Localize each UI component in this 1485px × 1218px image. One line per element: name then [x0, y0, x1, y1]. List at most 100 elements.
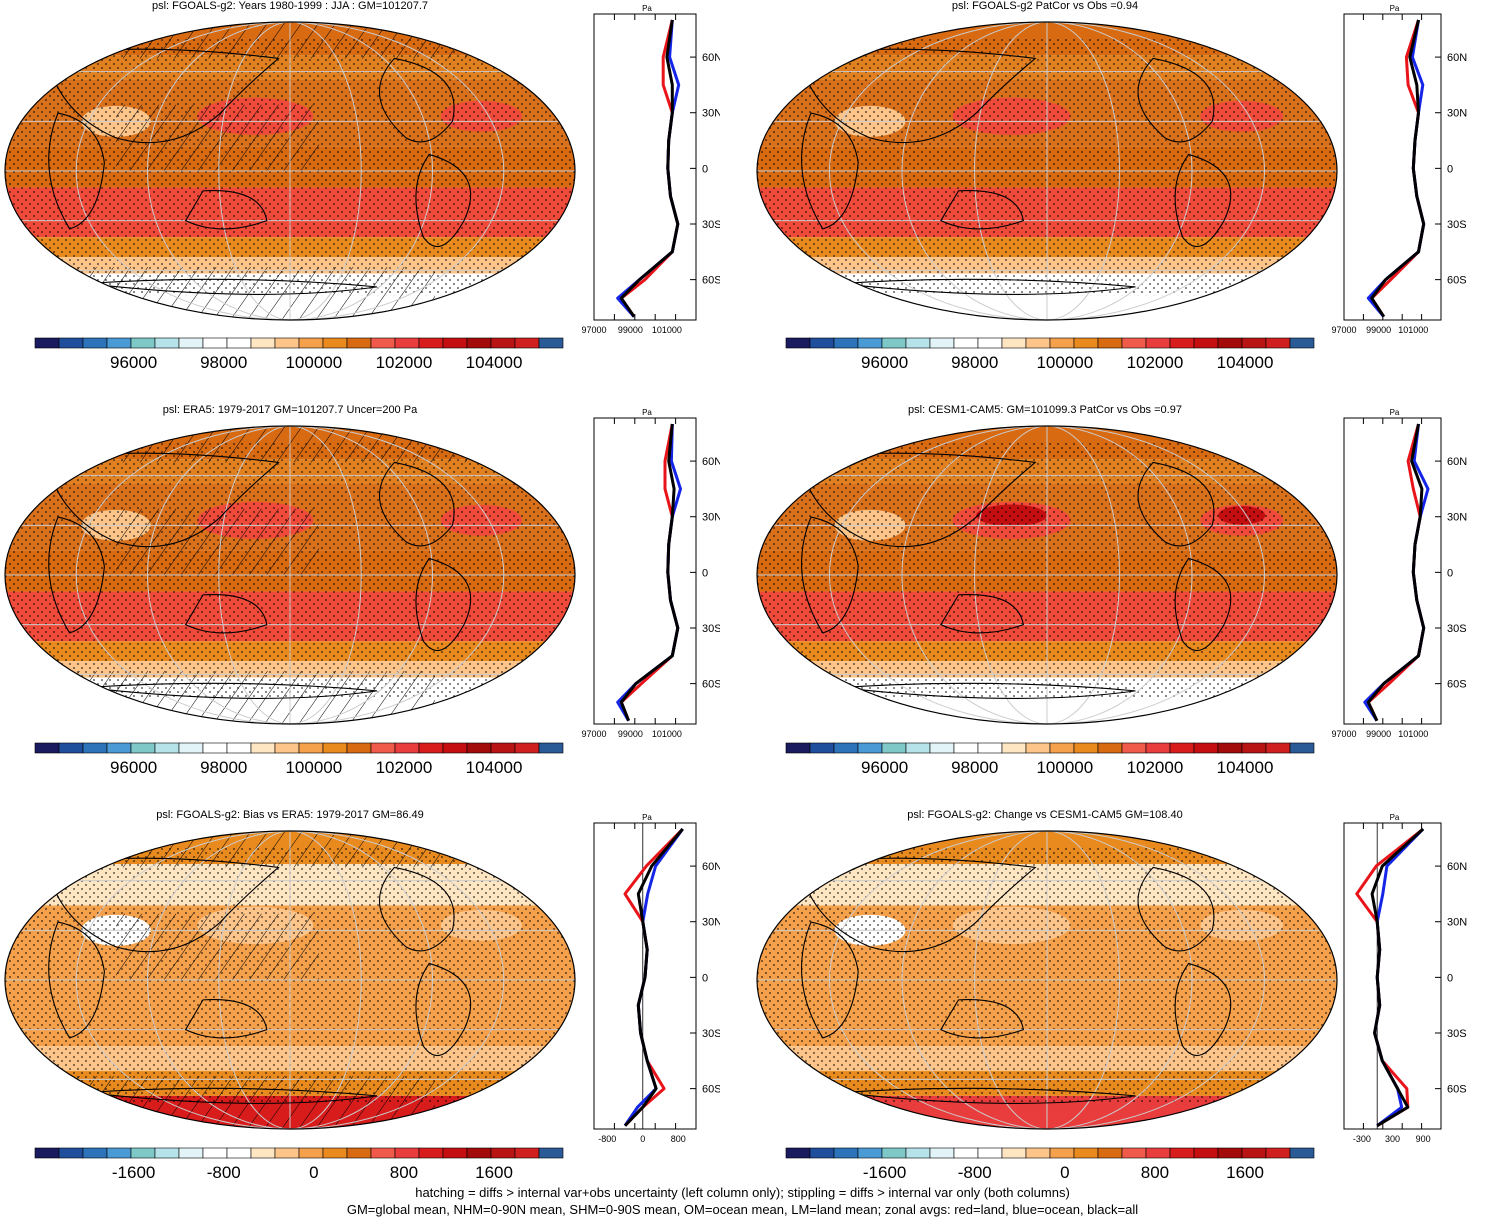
zonal-line-all — [1370, 19, 1426, 318]
graticule-lon — [289, 22, 362, 320]
map-border — [4, 830, 576, 1130]
colorbar-swatch — [1121, 337, 1147, 349]
colorbar-swatch — [1121, 742, 1147, 754]
zonal-x-label: 99000 — [1366, 729, 1391, 739]
zonal-x-label: 99000 — [618, 325, 643, 335]
colorbar-swatch — [929, 1147, 955, 1159]
zonal-lat-label: 30S — [702, 219, 720, 231]
colorbar-swatch — [977, 337, 1003, 349]
zonal-lat-label: 30N — [702, 108, 720, 120]
colorbar-swatch — [833, 742, 859, 754]
colorbar-swatch — [514, 1147, 540, 1159]
zonal-lat-label: 60N — [1447, 861, 1467, 873]
coastline — [801, 112, 859, 230]
colorbar-swatch — [857, 337, 883, 349]
zonal-profile-4: Pa 60N 30N 0 30S 60S 97000 99000 101000 — [1331, 408, 1467, 739]
panel-title-2: psl: FGOALS-g2 PatCor vs Obs =0.94 — [951, 0, 1139, 12]
colorbar-swatch — [418, 337, 444, 349]
zonal-unit-label: Pa — [1390, 813, 1400, 822]
colorbar-swatch — [1217, 742, 1243, 754]
graticule-lon — [829, 22, 1048, 320]
colorbar-swatch — [881, 337, 907, 349]
colorbar-swatch — [1049, 742, 1075, 754]
graticule-lon — [974, 22, 1048, 320]
colorbar-swatch — [178, 1147, 204, 1159]
graticule-lon — [75, 22, 291, 320]
colorbar-swatch — [833, 337, 859, 349]
colorbar-swatch — [1097, 1147, 1123, 1159]
graticule-lon — [289, 22, 505, 320]
map-border — [756, 830, 1338, 1130]
colorbar-swatch — [58, 1147, 84, 1159]
zonal-unit-label: Pa — [1390, 408, 1400, 417]
colorbar-swatch — [977, 1147, 1003, 1159]
zonal-frame — [593, 822, 697, 1130]
graticule-lon — [289, 831, 505, 1129]
colorbar-swatch — [274, 337, 300, 349]
colorbar-label: 800 — [390, 1163, 418, 1182]
colorbar-label: 98000 — [951, 353, 998, 372]
colorbar-swatch — [881, 742, 907, 754]
zonal-x-label: 97000 — [581, 729, 606, 739]
zonal-lat-label: 30N — [1447, 917, 1467, 929]
coastline — [45, 857, 280, 953]
colorbar-swatch — [881, 1147, 907, 1159]
graticule-lon — [75, 426, 291, 724]
zonal-lat-label: 30N — [702, 917, 720, 929]
graticule-lon — [1046, 426, 1193, 724]
graticule-lon — [829, 426, 1048, 724]
coastline — [1137, 461, 1215, 547]
graticule-lon — [1046, 426, 1120, 724]
colorbar-swatch — [1169, 1147, 1195, 1159]
colorbar-swatch — [130, 742, 156, 754]
graticule-lon — [901, 831, 1048, 1129]
colorbar-swatch — [370, 1147, 396, 1159]
colorbar-swatch — [226, 1147, 252, 1159]
colorbar-swatch — [250, 337, 276, 349]
zonal-line-all — [1366, 423, 1426, 722]
coastline — [184, 999, 268, 1039]
colorbar-swatch — [1193, 337, 1219, 349]
colorbar-swatch — [1217, 337, 1243, 349]
colorbar-swatch — [953, 742, 979, 754]
colorbar-swatch — [1025, 337, 1051, 349]
graticule-lon — [218, 426, 291, 724]
colorbar-label: 98000 — [200, 758, 247, 777]
coastline — [45, 48, 280, 144]
coastline — [940, 190, 1025, 230]
panel-title-4: psl: CESM1-CAM5: GM=101099.3 PatCor vs O… — [908, 404, 1182, 416]
colorbar-swatch — [490, 337, 516, 349]
colorbar-swatch — [490, 742, 516, 754]
colorbar-abs-2: 96000 98000 100000 102000 104000 — [785, 337, 1315, 372]
colorbar-label: 102000 — [1127, 758, 1184, 777]
zonal-line-land — [1355, 827, 1425, 1127]
zonal-unit-label: Pa — [642, 4, 652, 13]
colorbar-swatch — [1145, 1147, 1171, 1159]
zonal-frame — [593, 13, 697, 321]
zonal-line-all — [1370, 827, 1425, 1127]
panel-title-1: psl: FGOALS-g2: Years 1980-1999 : JJA : … — [151, 0, 429, 12]
colorbar-label: 100000 — [1036, 758, 1093, 777]
zonal-lat-label: 60S — [1447, 275, 1467, 287]
colorbar-label: 104000 — [466, 758, 523, 777]
zonal-frame — [1343, 417, 1442, 725]
colorbar-swatch — [953, 337, 979, 349]
colorbar-swatch — [34, 1147, 60, 1159]
colorbar-swatch — [1265, 337, 1291, 349]
coastline — [840, 1087, 1136, 1104]
colorbar-swatch — [1097, 742, 1123, 754]
colorbar-swatch — [82, 1147, 108, 1159]
colorbar-abs-4: 96000 98000 100000 102000 104000 — [785, 742, 1315, 777]
colorbar-swatch — [82, 337, 108, 349]
zonal-x-label: 99000 — [1366, 325, 1391, 335]
colorbar-swatch — [370, 742, 396, 754]
zonal-x-label: 97000 — [1331, 325, 1356, 335]
colorbar-swatch — [785, 1147, 811, 1159]
zonal-x-label: 101000 — [1398, 325, 1428, 335]
colorbar-swatch — [154, 337, 180, 349]
zonal-lat-label: 30N — [1447, 512, 1467, 524]
colorbar-swatch — [82, 742, 108, 754]
colorbar-swatch — [250, 1147, 276, 1159]
coastline — [415, 153, 472, 247]
graticule-lon — [974, 831, 1048, 1129]
